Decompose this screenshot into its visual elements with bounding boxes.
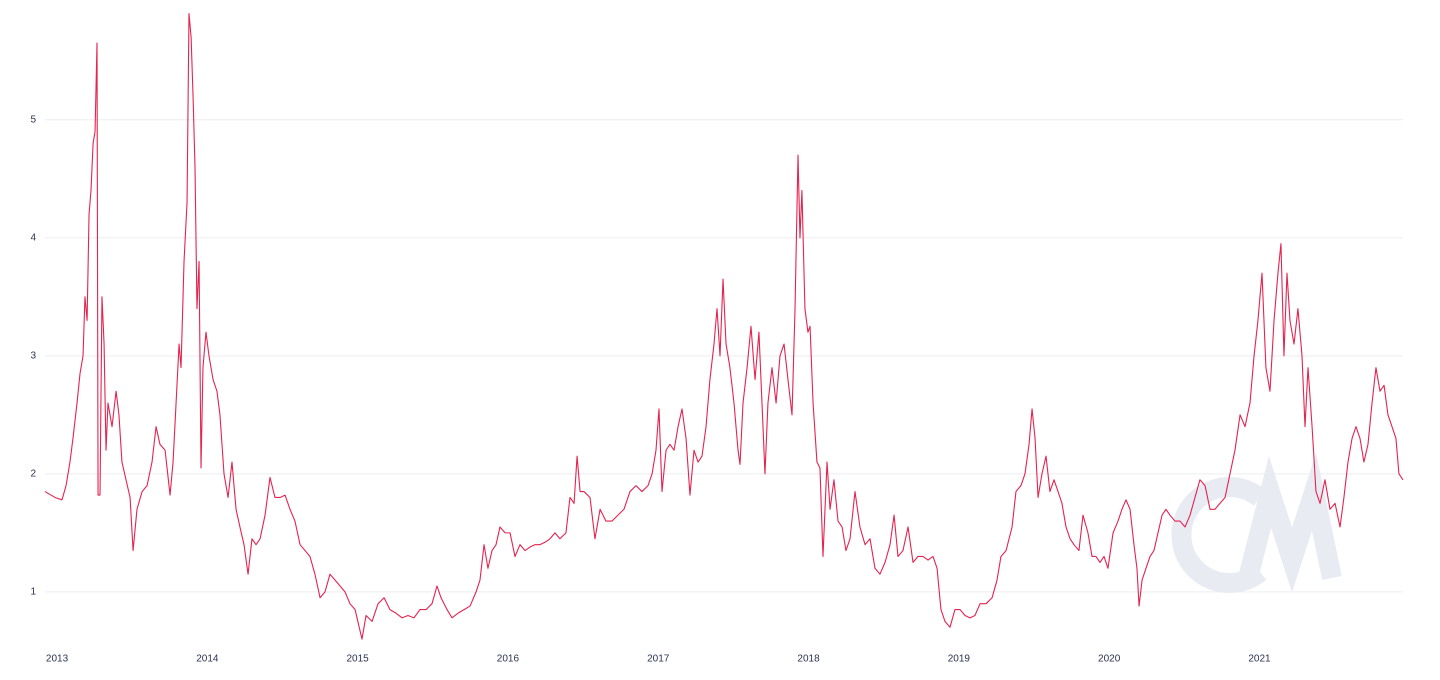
y-tick-label: 4 xyxy=(30,232,36,243)
data-line xyxy=(44,12,1404,640)
watermark xyxy=(1171,453,1342,593)
x-tick-label: 2013 xyxy=(46,654,69,665)
x-tick-label: 2014 xyxy=(196,654,219,665)
x-tick-label: 2020 xyxy=(1098,654,1121,665)
watermark-c xyxy=(1171,477,1267,593)
y-tick-label: 5 xyxy=(30,114,36,125)
y-tick-label: 1 xyxy=(30,587,36,598)
x-tick-label: 2017 xyxy=(647,654,670,665)
x-tick-label: 2015 xyxy=(347,654,370,665)
x-tick-label: 2016 xyxy=(497,654,520,665)
x-tick-label: 2019 xyxy=(948,654,971,665)
y-tick-label: 3 xyxy=(30,350,36,361)
y-tick-label: 2 xyxy=(30,468,36,479)
x-tick-label: 2018 xyxy=(797,654,820,665)
x-tick-label: 2021 xyxy=(1248,654,1271,665)
watermark-m xyxy=(1238,453,1342,593)
